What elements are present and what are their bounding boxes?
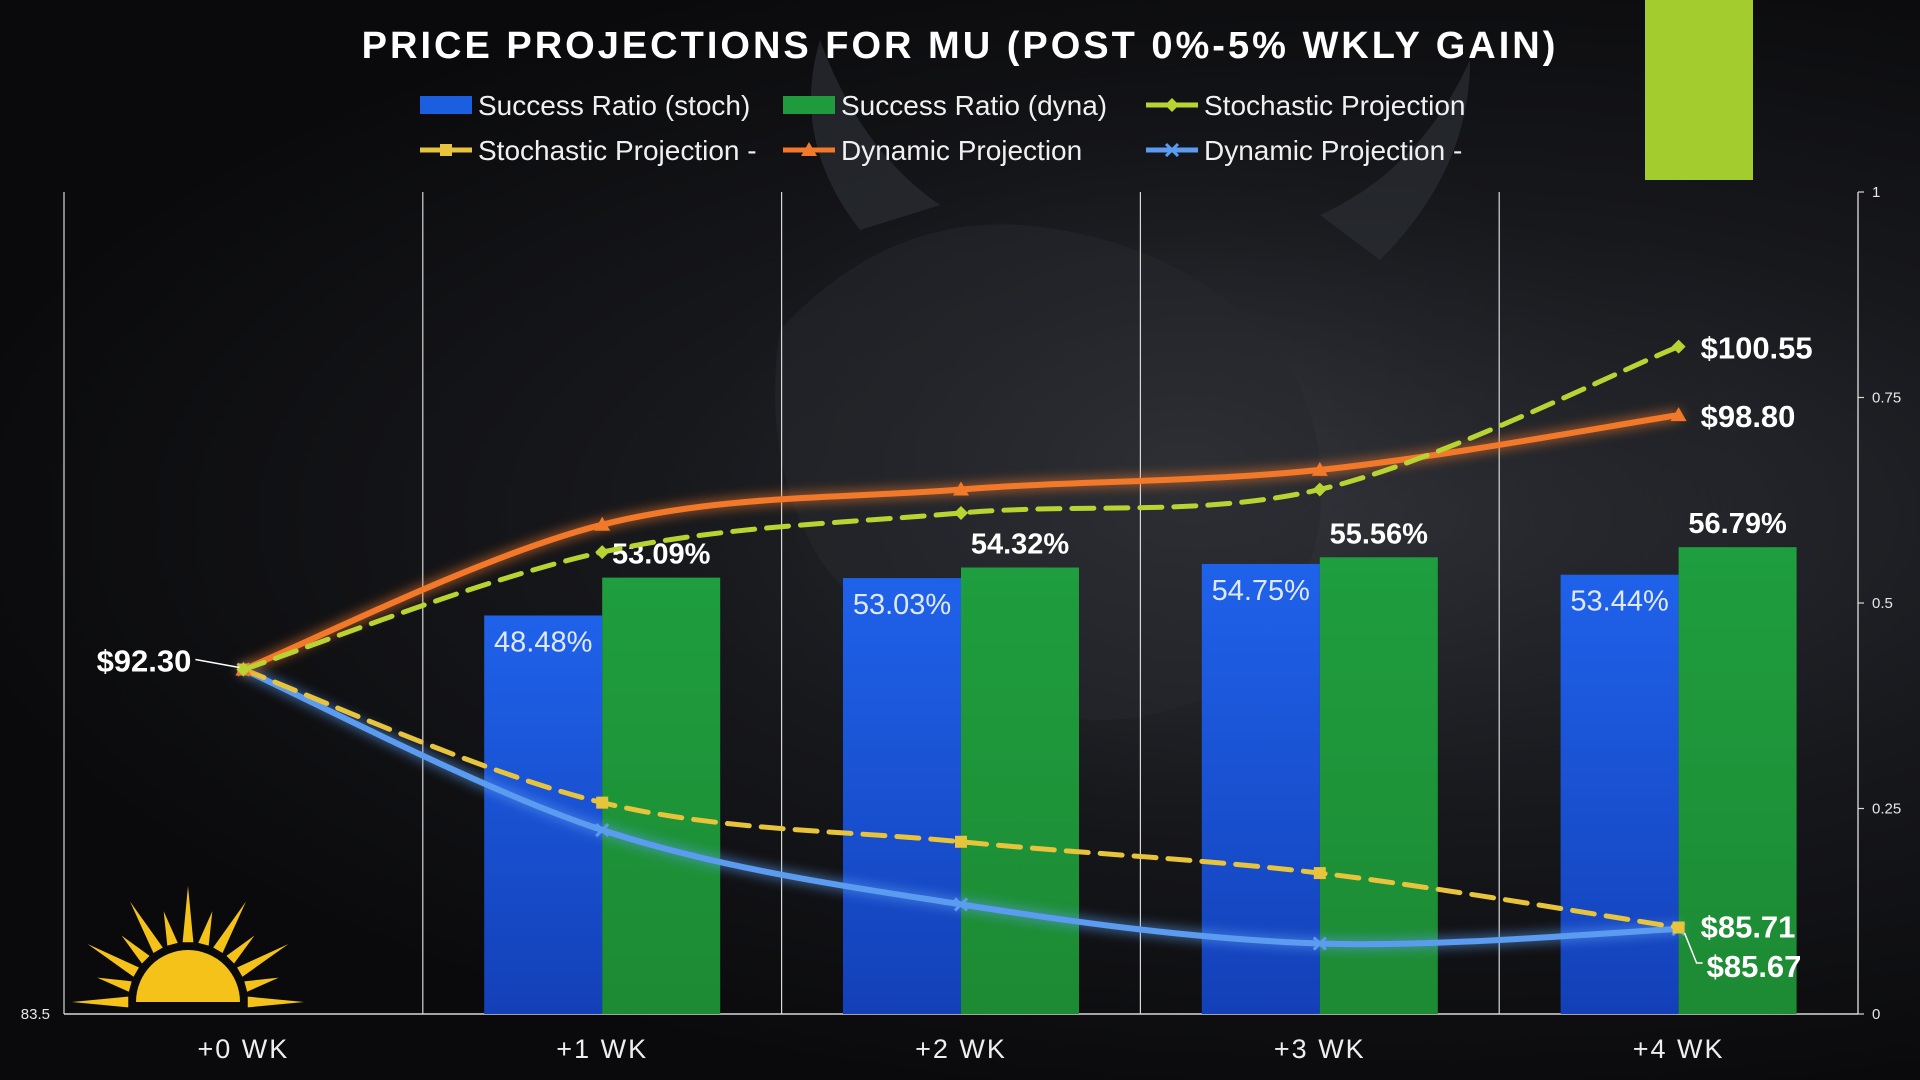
bar-value-label-dyna: 55.56% [1330,518,1429,550]
legend-label: Stochastic Projection [1204,90,1465,121]
sun-ray [226,935,255,964]
bar-success-ratio-stoch [1201,563,1320,1014]
data-label-leader [195,658,240,669]
x-axis-tick-label: +3 WK [1274,1034,1366,1064]
sun-ray [130,901,163,953]
marker-stochastic-projection [236,662,251,677]
legend: Success Ratio (stoch) Success Ratio (dyna… [420,90,1465,166]
bar-value-label-stoch: 54.75% [1212,575,1310,607]
marker-dynamic-projection-low [1312,936,1327,951]
x-axis-tick-label: +0 WK [198,1034,290,1064]
legend-entry: Dynamic Projection - [1146,135,1462,166]
marker-dynamic-projection [1670,407,1687,422]
price-data-label: $100.55 [1701,331,1813,366]
data-label-leader [1683,932,1703,964]
projection-lines [235,339,1687,951]
legend-entry: Stochastic Projection [1146,90,1465,121]
price-data-label: $98.80 [1701,399,1796,434]
marker-stochastic-projection [595,545,610,560]
sun-logo [72,886,304,1008]
sun-ray [182,886,194,943]
bar-value-label-stoch: 53.44% [1570,586,1668,618]
right-axis-tick-label: 0.5 [1872,595,1893,612]
legend-entry: Stochastic Projection - [420,135,757,166]
right-axis-tick-label: 0.75 [1872,390,1901,407]
right-axis-tick-label: 0 [1872,1006,1880,1023]
x-axis-tick-label: +1 WK [556,1034,648,1064]
legend-label: Success Ratio (dyna) [841,90,1107,121]
marker-stochastic-projection [1671,339,1686,354]
sun-ray [163,911,178,946]
legend-label: Dynamic Projection [841,135,1082,166]
marker-stochastic-projection [1312,482,1327,497]
marker-stochastic-projection-low [596,796,609,809]
marker-dynamic-projection-low [595,822,610,838]
left-axis-tick-label: 83.5 [21,1006,50,1023]
sun-ray [237,944,289,977]
bar-value-label-dyna: 53.09% [612,539,711,571]
bar-value-label-dyna: 56.79% [1688,508,1787,540]
legend-swatch [420,96,472,114]
legend-swatch [783,96,835,114]
marker-dynamic-projection [953,481,969,496]
bar-success-ratio-dyna [602,577,721,1014]
sun-ray [121,935,150,964]
price-data-label: $85.67 [1707,949,1802,984]
right-axis-tick-label: 1 [1872,184,1880,201]
legend-entry: Dynamic Projection [783,135,1082,166]
marker-dynamic-projection-low [953,897,969,912]
legend-label: Stochastic Projection - [478,135,757,166]
legend-label: Dynamic Projection - [1204,135,1462,166]
bars: 48.48% 53.03% 54.75% 53.44% 53.09% 54.32% 55.5… [484,508,1797,1014]
line-stochastic-projection [240,344,1682,673]
price-data-label: $85.71 [1701,909,1796,944]
bar-success-ratio-dyna [1678,547,1797,1014]
sun-ray [198,911,213,946]
bar-success-ratio-dyna [1319,557,1438,1014]
bar-value-label-stoch: 53.03% [853,589,951,621]
bar-value-label-stoch: 48.48% [494,626,592,658]
sun-ray [87,944,139,977]
marker-stochastic-projection-low [1313,867,1326,880]
bar-success-ratio-stoch [1560,574,1679,1014]
marker-stochastic-projection-low [1672,921,1685,934]
legend-label: Success Ratio (stoch) [478,90,750,121]
right-axis-tick-label: 0.25 [1872,801,1901,818]
price-data-label: $92.30 [97,644,192,679]
line-stochastic-projection-low [240,667,1682,930]
bar-success-ratio-dyna [961,567,1079,1014]
sun-ray [247,996,304,1008]
bar-success-ratio-stoch [484,615,603,1014]
bar-success-ratio-stoch [843,578,961,1014]
sun-ray [213,901,246,953]
marker-dynamic-projection [594,516,611,531]
sun-disc [136,950,240,1002]
bull-overlay-bar [1645,0,1753,180]
legend-entry: Success Ratio (stoch) [420,90,750,121]
sun-ray [244,977,279,992]
marker-stochastic-projection-low [955,835,967,848]
axes: 0 0.25 0.5 0.75 1 83.5 +0 WK +1 WK +2 WK +3 WK +4 … [21,184,1901,1064]
marker-dynamic-projection [1311,461,1328,476]
marker-stochastic-projection [954,505,968,520]
sun-ray [97,977,132,992]
x-axis-tick-label: +4 WK [1633,1034,1725,1064]
x-axis-tick-label: +2 WK [915,1034,1007,1064]
data-labels: $92.30 $100.55 $98.80 $85.71 $85.67 [97,331,1813,984]
chart-title: PRICE PROJECTIONS FOR MU (POST 0%-5% WKL… [362,25,1559,67]
sun-ray [72,996,129,1008]
bar-value-label-dyna: 54.32% [971,528,1070,560]
legend-entry: Success Ratio (dyna) [783,90,1107,121]
